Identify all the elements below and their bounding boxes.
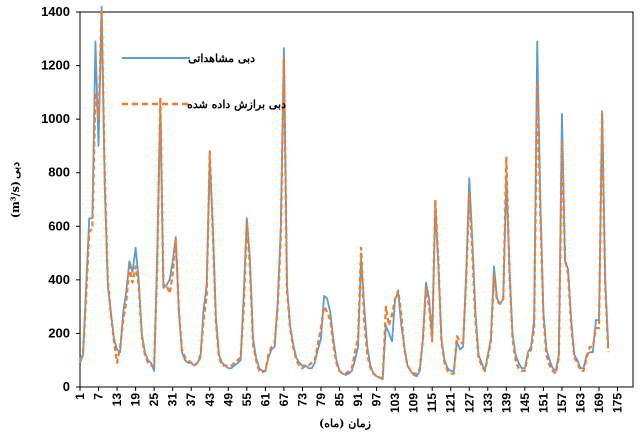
x-tick-label: 43 (203, 393, 217, 407)
x-tick-label: 121 (444, 393, 458, 413)
x-tick-label: 97 (370, 393, 384, 407)
x-tick-label: 163 (573, 393, 587, 413)
y-tick-label: 1000 (41, 111, 70, 126)
x-tick-label: 37 (184, 393, 198, 407)
y-axis-ticks: 0 200 400 600 800 1000 1200 1400 (41, 4, 80, 394)
fitted-series-line (78, 8, 610, 381)
plot-frame (79, 11, 634, 388)
legend-observed-label: دبی مشاهداتی (188, 52, 255, 65)
x-axis-ticks: 1 7 13 19 25 31 37 43 49 55 61 67 73 79 85 91 97 103 109 11… (73, 387, 625, 413)
x-tick-label: 175 (611, 393, 625, 413)
legend: دبی مشاهداتی دبی برازش داده شده (122, 52, 286, 111)
y-tick-label: 1200 (41, 58, 70, 73)
y-tick-label: 1400 (41, 4, 70, 19)
x-tick-label: 31 (166, 393, 180, 407)
x-tick-label: 61 (258, 393, 272, 407)
y-tick-label: 800 (48, 165, 70, 180)
x-tick-label: 91 (351, 393, 365, 407)
y-tick-label: 200 (48, 325, 70, 340)
x-tick-label: 133 (481, 393, 495, 413)
x-tick-label: 139 (499, 393, 513, 413)
y-axis-title: (m³/s)دبی (9, 162, 22, 218)
x-tick-label: 49 (221, 393, 235, 407)
x-tick-label: 151 (536, 393, 550, 413)
x-tick-label: 19 (129, 393, 143, 407)
x-tick-label: 169 (592, 393, 606, 413)
y-tick-label: 0 (63, 379, 70, 394)
x-tick-label: 55 (240, 393, 254, 407)
x-tick-label: 13 (110, 393, 124, 407)
series-layer (78, 5, 610, 381)
x-tick-label: 127 (462, 393, 476, 413)
x-tick-label: 115 (425, 393, 439, 413)
observed-series-line (79, 5, 610, 379)
x-tick-label: 1 (73, 393, 87, 400)
x-axis-title: زمان (ماه) (319, 417, 371, 430)
x-tick-label: 7 (92, 393, 106, 400)
legend-fitted-label: دبی برازش داده شده (187, 98, 286, 111)
y-tick-label: 400 (48, 272, 70, 287)
plot-area (79, 11, 634, 388)
x-tick-label: 73 (295, 393, 309, 407)
x-tick-label: 67 (277, 393, 291, 407)
x-tick-label: 25 (147, 393, 161, 407)
y-tick-label: 600 (48, 218, 70, 233)
x-tick-label: 145 (518, 393, 532, 413)
x-tick-label: 103 (388, 393, 402, 413)
x-tick-label: 109 (407, 393, 421, 413)
x-tick-label: 85 (333, 393, 347, 407)
x-tick-label: 79 (314, 393, 328, 407)
x-tick-label: 157 (555, 393, 569, 413)
